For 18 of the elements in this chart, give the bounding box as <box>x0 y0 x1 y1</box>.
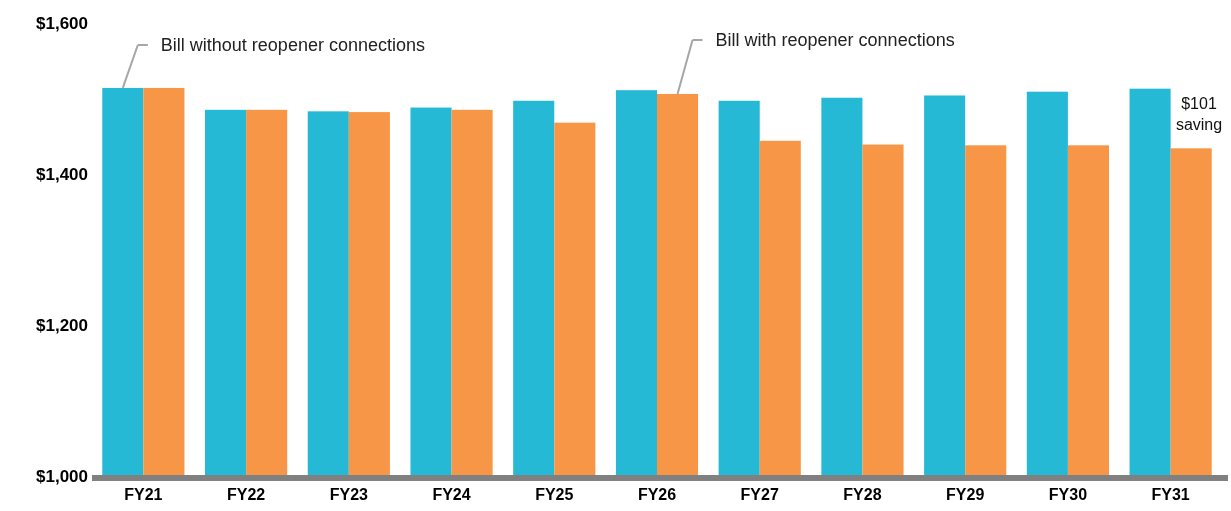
x-tick-label: FY25 <box>535 486 574 503</box>
text: Bill with reopener connections <box>715 30 955 51</box>
x-tick-label: FY21 <box>124 486 163 503</box>
annotation: $101 saving <box>1175 94 1223 133</box>
text: Bill without reopener connections <box>160 35 425 56</box>
x-tick-label: FY27 <box>740 486 779 503</box>
x-tick-label: FY26 <box>637 486 677 503</box>
x-tick-label: FY31 <box>1151 486 1190 503</box>
y-tick-label: $1,400 <box>36 164 88 184</box>
y-tick-label: $1,200 <box>36 315 88 335</box>
y-tick-label: $1,000 <box>36 466 88 486</box>
x-tick-label: FY30 <box>1048 486 1088 503</box>
x-tick-label: FY22 <box>226 486 266 503</box>
y-tick-label: $1,600 <box>36 13 88 33</box>
x-tick-label: FY24 <box>432 486 471 503</box>
x-tick-label: FY28 <box>843 486 882 503</box>
x-tick-label: FY23 <box>329 486 369 503</box>
x-tick-label: FY29 <box>946 486 985 503</box>
